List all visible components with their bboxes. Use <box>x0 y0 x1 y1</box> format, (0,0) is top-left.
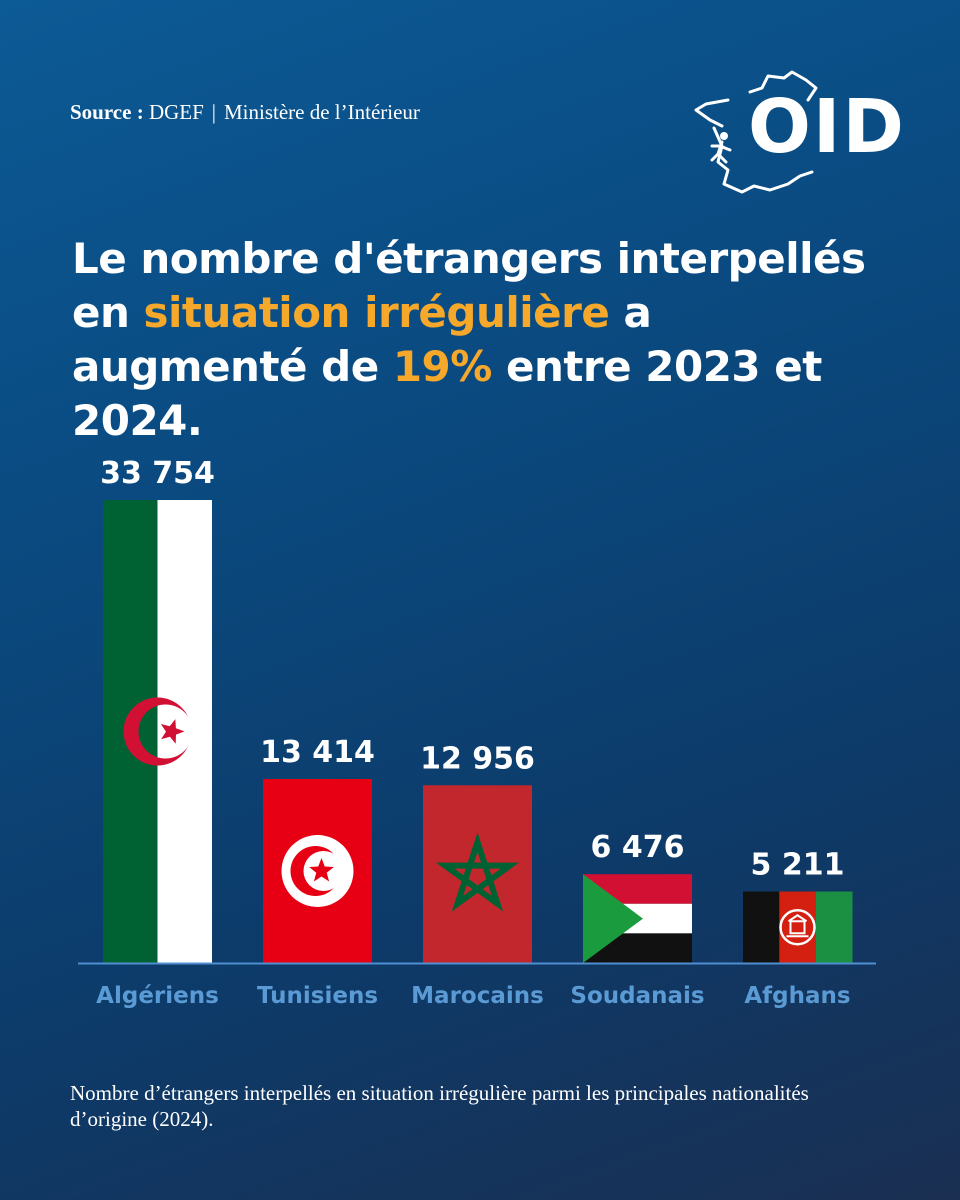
bar-tunisiens <box>263 779 372 963</box>
bar-afghans <box>743 891 853 963</box>
category-label-marocains: Marocains <box>411 983 544 1009</box>
bar-algeriens <box>103 500 212 963</box>
france-map-runner-icon <box>694 70 818 194</box>
value-label-algeriens: 33 754 <box>100 456 215 491</box>
headline-part1: Le nombre d'étrangers interpellés en <box>72 234 866 337</box>
value-label-soudanais: 6 476 <box>591 830 685 865</box>
category-label-algeriens: Algériens <box>96 983 219 1009</box>
source-separator: | <box>211 100 216 124</box>
value-label-marocains: 12 956 <box>420 741 535 776</box>
headline-part3: entre 2023 et 2024. <box>72 342 822 445</box>
value-label-afghans: 5 211 <box>751 848 845 883</box>
category-label-soudanais: Soudanais <box>570 983 704 1009</box>
bar-marocains <box>423 785 532 963</box>
value-label-tunisiens: 13 414 <box>260 735 375 770</box>
category-label-afghans: Afghans <box>744 983 850 1009</box>
bar-soudanais <box>583 874 692 964</box>
chart-caption: Nombre d’étrangers interpellés en situat… <box>70 1081 809 1131</box>
source-value: DGEF <box>148 100 204 124</box>
bar-chart: 33 754 Algériens 13 414 Tunisiens 12 956 Maro… <box>78 456 876 1009</box>
category-label-tunisiens: Tunisiens <box>257 983 378 1009</box>
logo-oid: OID <box>748 84 906 170</box>
headline: Le nombre d'étrangers interpellés en sit… <box>72 232 892 448</box>
source-line: Source : DGEF | Ministère de l’Intérieur <box>70 100 420 125</box>
headline-highlight-percent: 19% <box>392 342 493 391</box>
headline-part2: a augmenté de <box>72 288 652 391</box>
headline-highlight-situation: situation irrégulière <box>143 288 610 337</box>
source-ministry: Ministère de l’Intérieur <box>224 100 420 124</box>
source-label: Source : <box>70 100 144 124</box>
